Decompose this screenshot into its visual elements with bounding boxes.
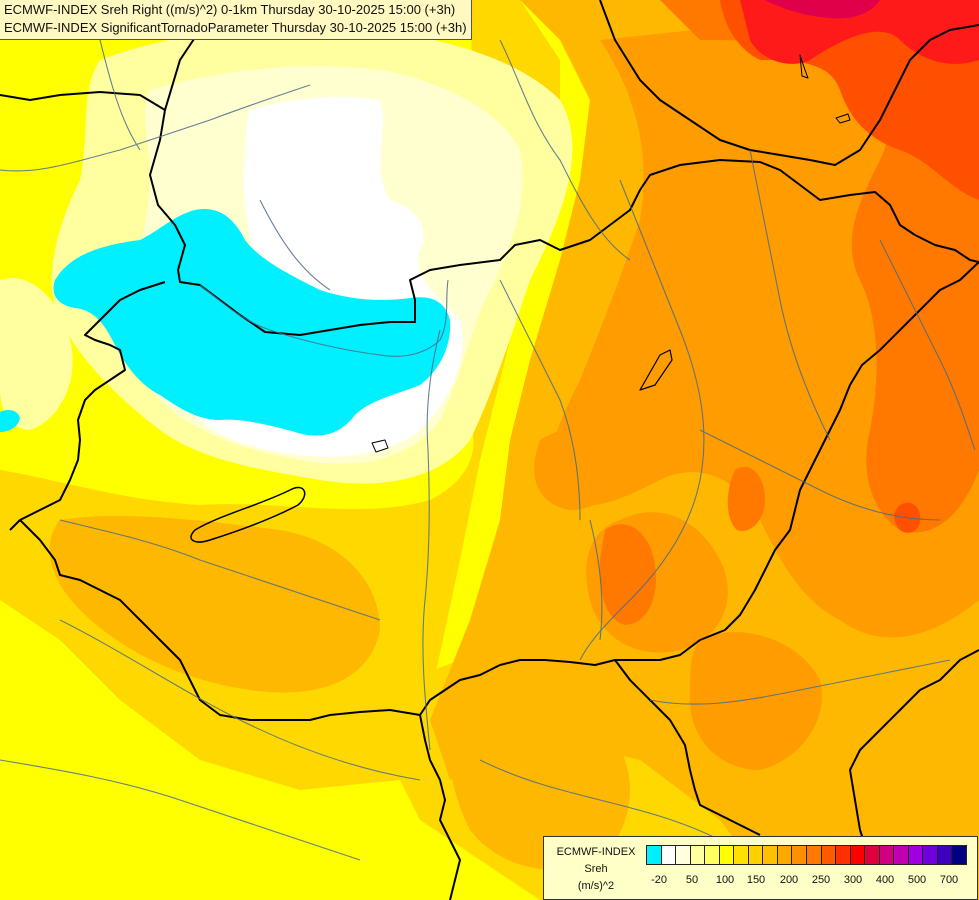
legend-tick-label: 100 bbox=[715, 874, 735, 886]
legend-tick-label: 200 bbox=[779, 874, 799, 886]
river-6 bbox=[499, 39, 631, 261]
river-4 bbox=[579, 179, 705, 661]
legend-title-line3: (m/s)^2 bbox=[577, 880, 615, 892]
border-lake-5 bbox=[639, 349, 673, 391]
field-orange-blob-3 bbox=[690, 632, 822, 770]
field-orange-southwest bbox=[449, 689, 630, 870]
legend-swatch bbox=[646, 845, 662, 865]
field-cyan-spot bbox=[0, 410, 20, 432]
legend-swatch bbox=[733, 845, 749, 865]
legend-swatch bbox=[820, 845, 837, 865]
legend-title-line2: Sreh bbox=[584, 863, 608, 875]
border-lake-3 bbox=[835, 113, 851, 124]
legend-tick-label: -20 bbox=[651, 874, 667, 886]
field-orange-west-blob bbox=[49, 515, 380, 693]
border-lake-4 bbox=[799, 54, 809, 79]
legend-swatch bbox=[704, 845, 720, 865]
map-header: ECMWF-INDEX Sreh Right ((m/s)^2) 0-1km T… bbox=[0, 0, 472, 40]
legend-swatch bbox=[660, 845, 677, 865]
legend-swatch bbox=[835, 845, 851, 865]
legend-swatch bbox=[907, 845, 924, 865]
river-16 bbox=[259, 199, 331, 291]
border-southwest bbox=[19, 519, 421, 721]
legend-swatch bbox=[791, 845, 807, 865]
legend-tick-label: 250 bbox=[811, 874, 831, 886]
legend-swatch bbox=[849, 845, 866, 865]
legend-tick-label: 150 bbox=[746, 874, 766, 886]
river-14 bbox=[649, 659, 951, 705]
field-orange-dark-blob bbox=[599, 524, 656, 625]
rivers bbox=[0, 39, 976, 861]
river-11 bbox=[879, 239, 976, 451]
border-lake-2 bbox=[371, 439, 389, 453]
field-pale-yellow-west bbox=[0, 278, 73, 430]
legend-swatch bbox=[762, 845, 778, 865]
river-2 bbox=[199, 279, 449, 357]
legend-swatch bbox=[893, 845, 909, 865]
border-west bbox=[9, 281, 166, 531]
legend-swatch bbox=[806, 845, 822, 865]
border-east-south bbox=[614, 659, 761, 836]
river-3 bbox=[422, 329, 441, 751]
legend-swatch bbox=[951, 845, 967, 865]
legend-swatch bbox=[718, 845, 735, 865]
legend-tick-label: 300 bbox=[843, 874, 863, 886]
legend-tick-label: 700 bbox=[939, 874, 959, 886]
legend-swatch bbox=[936, 845, 953, 865]
legend-swatch bbox=[878, 845, 895, 865]
field-crimson bbox=[765, 0, 880, 19]
header-title-line2: ECMWF-INDEX SignificantTornadoParameter … bbox=[4, 20, 467, 35]
border-north-3 bbox=[599, 0, 979, 166]
legend-swatch bbox=[689, 845, 706, 865]
legend-swatch bbox=[675, 845, 691, 865]
river-9 bbox=[0, 759, 361, 861]
border-southeast bbox=[849, 649, 979, 900]
border-north bbox=[0, 91, 979, 336]
field-red bbox=[740, 0, 979, 64]
river-12 bbox=[499, 279, 581, 521]
river-13 bbox=[589, 519, 603, 641]
field-orange-dark-blob-2 bbox=[727, 466, 765, 531]
border-lake bbox=[190, 486, 306, 543]
legend-tick-label: 50 bbox=[685, 874, 699, 886]
colorbar-legend: ECMWF-INDEX Sreh (m/s)^2 -20 50 100 150 200 2… bbox=[543, 836, 978, 900]
river-7 bbox=[59, 519, 381, 621]
legend-tick-label: 500 bbox=[907, 874, 927, 886]
legend-swatch bbox=[922, 845, 938, 865]
legend-swatch bbox=[864, 845, 880, 865]
border-east bbox=[419, 261, 979, 716]
river-8 bbox=[59, 619, 421, 781]
river-17 bbox=[99, 39, 141, 151]
river-1 bbox=[0, 84, 311, 172]
field-orange-blob-4 bbox=[534, 429, 613, 510]
legend-swatch bbox=[747, 845, 764, 865]
header-title-line1: ECMWF-INDEX Sreh Right ((m/s)^2) 0-1km T… bbox=[4, 2, 456, 17]
border-south bbox=[419, 714, 461, 900]
river-15 bbox=[479, 759, 721, 841]
river-10 bbox=[699, 429, 941, 521]
legend-title-line1: ECMWF-INDEX bbox=[556, 846, 636, 858]
river-5 bbox=[749, 149, 831, 441]
legend-tick-label: 400 bbox=[875, 874, 895, 886]
legend-swatch bbox=[776, 845, 793, 865]
